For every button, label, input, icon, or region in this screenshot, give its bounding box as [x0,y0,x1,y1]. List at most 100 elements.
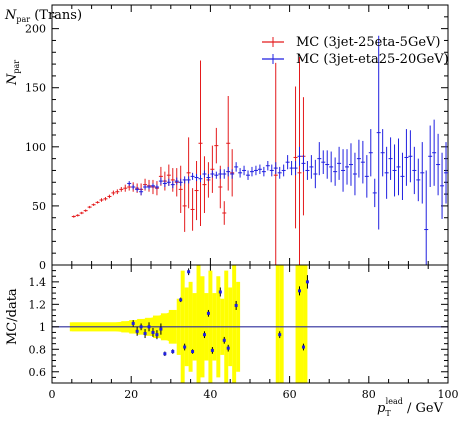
ratio-marker [218,290,222,294]
ratio-point [179,297,183,303]
blue-series-point [352,152,357,196]
ratio-point [298,286,301,296]
ratio-marker [298,289,301,293]
red-series-point [214,127,219,164]
blue-series-point [289,161,294,176]
blue-series-point [444,142,449,204]
x-tick-label: 60 [283,388,297,401]
blue-series-point [293,161,298,176]
ratio-marker [226,346,230,350]
red-series-point [95,201,100,204]
red-series-point [178,165,183,213]
blue-series-point [404,129,409,186]
blue-series-point [162,179,167,187]
ratio-marker [147,325,151,329]
ratio-y-tick-label: 1 [39,321,46,334]
ratio-point [218,287,222,297]
ratio-marker [143,332,147,336]
ratio-marker [187,270,191,274]
blue-series-point [348,143,353,186]
ratio-point [131,320,135,327]
red-series-point [111,190,116,196]
x-tick-label: 20 [124,388,138,401]
blue-series-point [313,159,318,189]
red-series-point [119,187,124,192]
blue-series-point [317,142,322,176]
ratio-point [147,322,151,332]
red-series-point [198,60,203,226]
blue-series-point [301,155,306,172]
ratio-point [191,349,195,354]
ratio-uncertainty-band [299,265,304,383]
blue-series-point [329,151,334,183]
ratio-point [151,327,155,337]
ratio-y-tick-label: 0.8 [29,343,47,356]
ratio-uncertainty-band [295,265,300,383]
ratio-marker [301,345,305,349]
blue-series-point [436,133,441,196]
red-series-point [123,184,128,192]
ratio-marker [163,352,167,356]
y-tick-label: 100 [25,141,46,154]
blue-series-point [273,162,278,174]
blue-series-point [356,139,361,178]
ratio-point [183,343,187,351]
blue-series-point [147,184,152,190]
ratio-uncertainty-band [275,265,280,383]
red-series-point [186,137,191,209]
blue-series-point [174,177,179,185]
ratio-marker [305,280,309,284]
ratio-marker [159,327,163,331]
red-series-point [202,156,207,213]
ratio-point [163,351,167,357]
red-series-point [75,214,80,217]
red-series-point [115,189,120,195]
blue-series-point [150,183,155,189]
blue-series-point [154,184,159,190]
blue-series-point [384,146,389,199]
y-tick-label: 0 [39,259,46,272]
ratio-marker [222,338,226,342]
ratio-y-tick-label: 1.4 [29,276,47,289]
blue-series-point [412,146,417,195]
ratio-y-axis-label: MC/data [5,288,20,345]
red-series-point [210,145,215,193]
blue-series-point [277,166,282,179]
ratio-marker [131,321,135,325]
ratio-uncertainty-band [196,265,201,383]
blue-series-point [170,181,175,189]
blue-series-point [376,35,381,230]
x-tick-label: 80 [362,388,376,401]
red-series-point [71,215,76,218]
blue-series-point [222,169,227,179]
blue-series-point [257,164,262,174]
ratio-marker [202,333,206,337]
blue-series-point [234,162,239,172]
blue-series-point [392,144,397,197]
blue-series-point [143,184,148,190]
blue-series-point [139,188,144,196]
red-series-point [293,86,298,229]
red-series-point [99,198,104,202]
blue-series-point [372,178,377,208]
blue-series-point [416,158,421,202]
ratio-point [202,331,206,339]
blue-series-point [178,178,183,186]
blue-series-point [230,169,235,179]
blue-series-point [127,181,132,186]
blue-series-point [380,129,385,177]
x-tick-label: 0 [49,388,56,401]
ratio-point [187,268,191,276]
red-series-point [107,194,112,199]
ratio-point [143,329,147,339]
ratio-uncertainty-band [232,265,237,383]
blue-series-point [206,174,211,182]
blue-series-point [218,169,223,179]
ratio-point [210,347,214,354]
blue-series-point [432,119,437,186]
ratio-panel-frame [51,264,449,384]
chart-title: Npar (Trans) [4,8,82,24]
blue-series-point [249,166,254,177]
blue-series-point [194,174,199,182]
